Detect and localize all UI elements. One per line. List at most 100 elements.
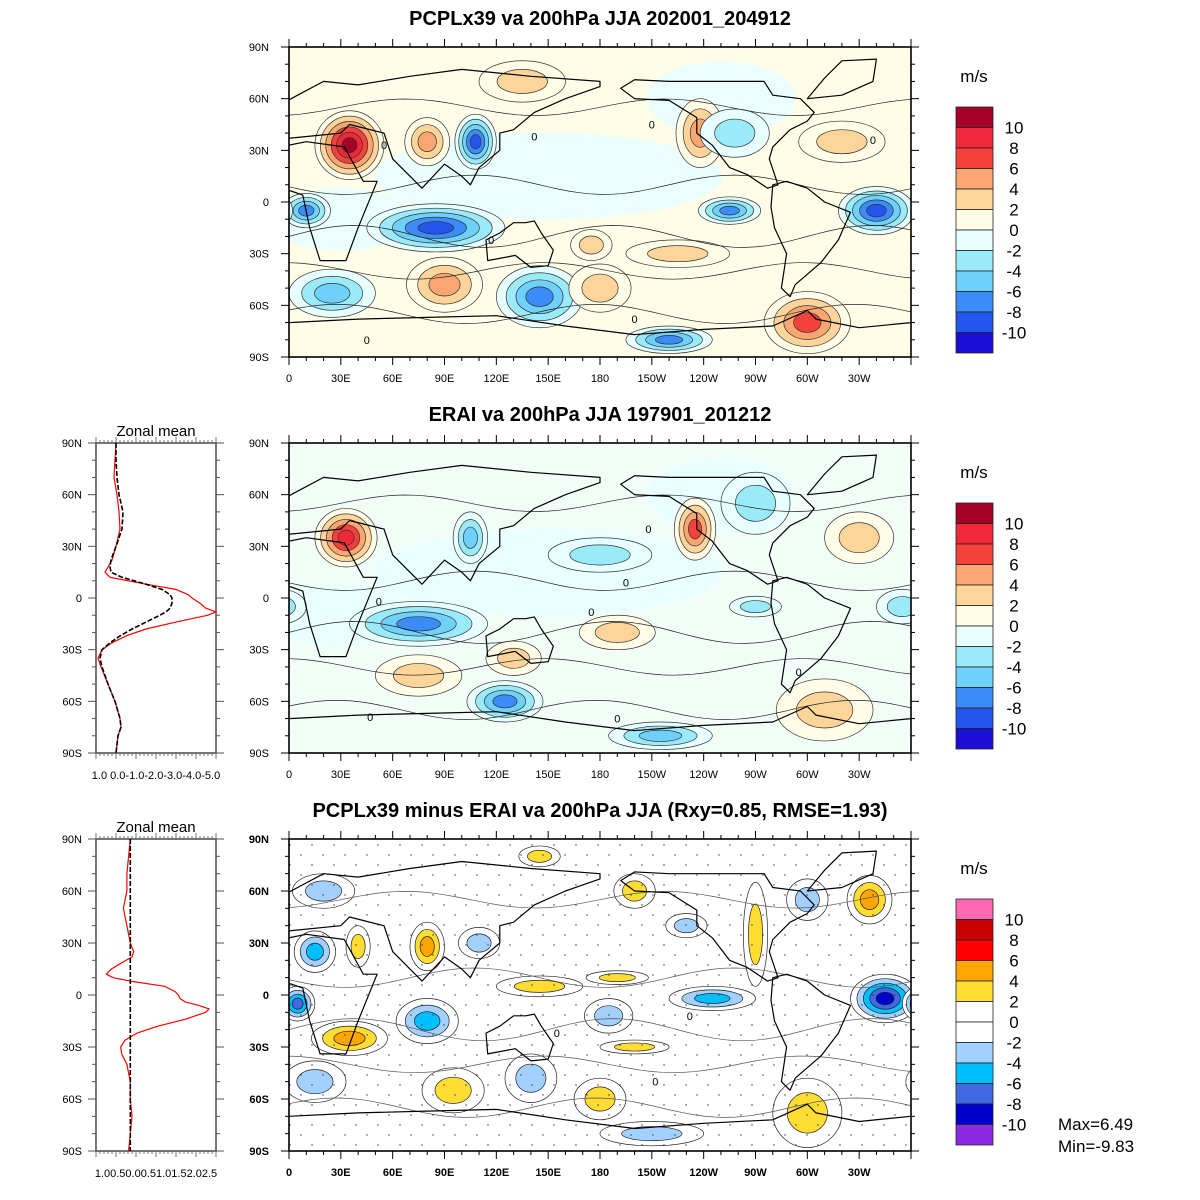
- field-anomaly-4: [699, 108, 770, 158]
- field-anomaly-11: [485, 640, 542, 676]
- contour-label-zero: 0: [631, 314, 637, 326]
- y-tick-label: 0: [263, 593, 269, 605]
- y-tick-label: 60N: [249, 490, 269, 502]
- map-axes: 0 30E 60E 90E 120E 150E 180 150W 120W 90W 60W 30W 90…: [249, 831, 919, 1179]
- coastline: [620, 79, 815, 189]
- zonal-mean-frame: [95, 838, 217, 1152]
- colorbar-label: 8: [1009, 139, 1018, 158]
- field-anomaly-10: [406, 256, 483, 313]
- colorbar-swatch: [955, 291, 994, 313]
- zm-y-tick-label: 90S: [62, 748, 82, 760]
- field-anomaly-5: [798, 120, 886, 163]
- field-anomaly-4: [824, 511, 895, 564]
- colorbar-swatch: [955, 127, 994, 149]
- x-tick-label: 30E: [331, 769, 351, 781]
- min-value-label: Min=-9.83: [1058, 1137, 1135, 1156]
- colorbar-label: -6: [1006, 283, 1021, 302]
- contour-label-zero: 0: [623, 578, 629, 590]
- colorbar-swatch: [955, 980, 994, 1002]
- field-anomaly-12: [289, 268, 376, 318]
- field-anomaly-13: [568, 263, 632, 313]
- zm-y-tick-label: 30N: [62, 938, 82, 950]
- field-anomaly-6: [349, 601, 489, 647]
- zonal-mean-title: Zonal mean: [116, 819, 195, 836]
- y-tick-label: 30N: [249, 145, 269, 157]
- colorbar-swatch: [955, 523, 994, 545]
- zero-contours: [289, 98, 911, 324]
- zm-x-tick-labels: 1.00.50.00.51.01.52.02.5: [95, 1168, 217, 1180]
- contour-level: [417, 221, 455, 235]
- colorbar-label: 0: [1009, 221, 1018, 240]
- coastline: [485, 220, 554, 268]
- colorbar-label: 2: [1009, 993, 1018, 1012]
- field-anomaly-1: [404, 117, 451, 167]
- field-anomaly-13: [775, 678, 874, 742]
- y-tick-label: 30N: [249, 938, 269, 950]
- y-tick-label: 60S: [249, 696, 269, 708]
- zm-y-tick-label: 0: [76, 593, 82, 605]
- x-tick-label: 120E: [483, 1167, 509, 1179]
- y-tick-label: 90N: [249, 438, 269, 450]
- field-shading: 0 0 0 0 0 0 0: [289, 58, 941, 354]
- colorbar-label: -10: [1002, 324, 1027, 343]
- contour-level: [793, 312, 822, 333]
- contour-level: [396, 616, 441, 632]
- field-anomaly-9: [289, 186, 911, 236]
- y-tick-label: 30S: [249, 1042, 269, 1054]
- colorbar-swatch: [955, 311, 994, 333]
- contour-level: [719, 205, 740, 216]
- contour-level: [638, 729, 683, 742]
- x-tick-label: 0: [286, 769, 292, 781]
- contour-level: [714, 118, 756, 148]
- coastline: [289, 68, 601, 189]
- map-axes: 0 30E 60E 90E 120E 150E 180 150W 120W 90W 60W 30W 90…: [249, 39, 919, 385]
- colorbar-swatch: [955, 270, 994, 292]
- contour-level-wrap: [915, 201, 941, 220]
- y-tick-label: 60S: [249, 1094, 269, 1106]
- contour-label-zero: 0: [531, 132, 537, 144]
- colorbar-diff: m/s 108 64 20 -2-4 -6-8 -10: [955, 859, 1026, 1146]
- map-panel-obs: 0 0 0 0 0 0 0 0 30E 60E 90E 120E 150E 180 150W 120W 90W 6…: [249, 435, 919, 781]
- contour-level: [796, 691, 854, 729]
- colorbar-label: 6: [1009, 556, 1018, 575]
- colorbar-swatch: [955, 666, 994, 688]
- zm-y-tick-label: 60N: [62, 886, 82, 898]
- contour-level: [469, 134, 482, 150]
- x-tick-label: 60E: [383, 1167, 403, 1179]
- zero-contour-line: [289, 658, 911, 676]
- zm-y-tick-label: 90N: [62, 834, 82, 846]
- zero-contour-line: [289, 225, 911, 248]
- y-tick-label: 90N: [249, 42, 269, 54]
- x-tick-label: 120W: [689, 769, 718, 781]
- contour-label-zero: 0: [796, 667, 802, 679]
- field-anomaly-7: [729, 595, 782, 618]
- contour-level: [393, 663, 445, 688]
- zonal-mean-panel-zonal-mean-middle: Zonal mean 90N 60N 30N 0 30S 60S 90S 1.0 0.0-1.0…: [62, 423, 224, 782]
- colorbar-label: 0: [1009, 617, 1018, 636]
- contour-level-wrap: [289, 199, 293, 222]
- zonal-mean-panels: Zonal mean 90N 60N 30N 0 30S 60S 90S 1.0 0.0-1.0…: [62, 423, 224, 1180]
- colorbar-label: -4: [1006, 1054, 1021, 1073]
- contour-label-zero: 0: [870, 135, 876, 147]
- map-panel-diff: 0 0 0 0 30E 60E 90E 120E 150E 180 150W 120W 90W 60W 30…: [249, 831, 919, 1179]
- panel-title-model: PCPLx39 va 200hPa JJA 202001_204912: [409, 8, 791, 30]
- contour-level: [341, 137, 358, 154]
- contour-level: [838, 522, 880, 554]
- significance-stippling: [289, 839, 911, 1151]
- coastlines: [289, 58, 911, 336]
- colorbar-swatch: [955, 1021, 994, 1043]
- colorbar-label: -6: [1006, 1075, 1021, 1094]
- colorbar-swatch: [955, 707, 994, 729]
- field-anomaly-2: [454, 113, 497, 170]
- colorbar-swatch: [955, 1062, 994, 1084]
- colorbar-label: -2: [1006, 1034, 1021, 1053]
- field-anomaly-2: [673, 497, 717, 561]
- contour-level: [492, 694, 518, 709]
- colorbar-obs: m/s 108 64 20 -2-4 -6-8 -10: [955, 463, 1026, 750]
- x-tick-label: 180: [591, 373, 609, 385]
- y-tick-label: 60N: [249, 886, 269, 898]
- field-anomaly-0: [314, 110, 385, 180]
- colorbar-label: -8: [1006, 699, 1021, 718]
- zero-contour-line: [289, 98, 911, 116]
